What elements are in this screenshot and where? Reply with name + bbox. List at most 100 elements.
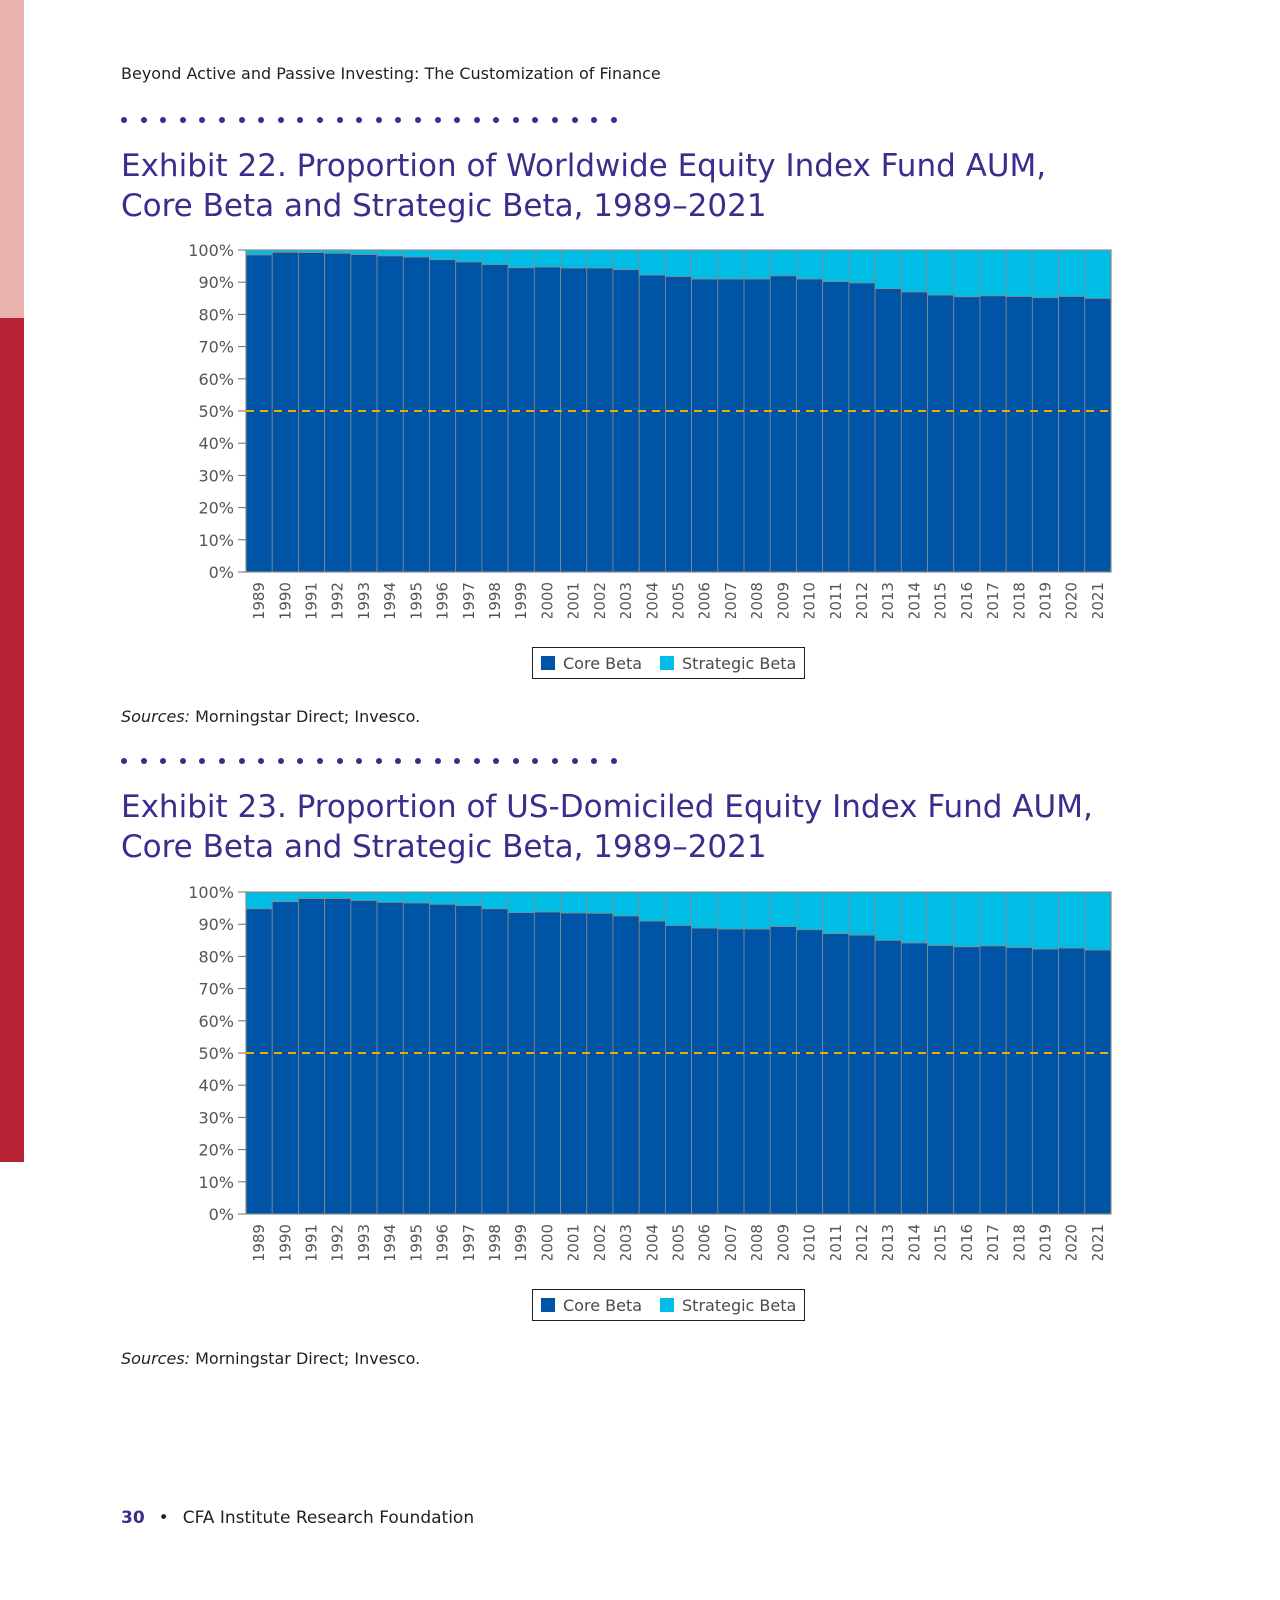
x-tick-label: 2003 xyxy=(617,1224,635,1260)
divider-dot xyxy=(316,117,323,123)
x-tick-label: 1995 xyxy=(407,582,425,618)
bar-core-beta xyxy=(612,269,640,573)
bar-strategic-beta xyxy=(455,249,483,263)
x-tick-label: 2008 xyxy=(748,582,766,618)
sidebar-accent-middle xyxy=(0,318,24,1162)
divider-dot xyxy=(552,758,559,764)
divider-dot xyxy=(277,758,284,764)
y-tick-label: 50% xyxy=(198,402,234,421)
bar-core-beta xyxy=(271,251,299,573)
bar-core-beta xyxy=(717,928,745,1215)
x-tick-label: 2006 xyxy=(696,582,714,618)
bar-core-beta xyxy=(507,267,535,573)
bar-core-beta xyxy=(402,902,430,1215)
x-tick-label: 2004 xyxy=(643,1224,661,1260)
page-footer: 30 • CFA Institute Research Foundation xyxy=(121,1508,474,1528)
bar-strategic-beta xyxy=(586,249,614,269)
bar-core-beta xyxy=(586,267,614,573)
bar-strategic-beta xyxy=(743,249,771,280)
y-tick-label: 10% xyxy=(198,531,234,550)
divider-dot xyxy=(375,758,382,764)
divider-dot xyxy=(179,117,186,123)
bar-strategic-beta xyxy=(822,891,850,934)
x-tick-label: 2014 xyxy=(905,1224,923,1260)
bar-strategic-beta xyxy=(455,891,483,906)
x-tick-label: 2017 xyxy=(984,1224,1002,1260)
bar-strategic-beta xyxy=(874,891,902,941)
divider-dot xyxy=(218,117,225,123)
x-tick-label: 2001 xyxy=(565,1224,583,1260)
bar-core-beta xyxy=(848,282,876,573)
divider-dot xyxy=(121,117,127,123)
bar-core-beta xyxy=(324,252,352,573)
bar-strategic-beta xyxy=(429,249,457,261)
divider-dot xyxy=(552,117,559,123)
x-tick-label: 2010 xyxy=(801,1224,819,1260)
y-tick-label: 80% xyxy=(198,947,234,966)
bar-core-beta xyxy=(822,933,850,1215)
bar-strategic-beta xyxy=(1084,249,1112,299)
chart-svg: 0% 10% 20% 30% 40% 50% 60% 70% 80% 90% 100% 1989 199… xyxy=(188,883,1112,1260)
x-tick-label: 1997 xyxy=(460,582,478,618)
bar-core-beta xyxy=(874,288,902,573)
legend-label-strategic-beta: Strategic Beta xyxy=(682,653,797,673)
x-tick-label: 1991 xyxy=(303,1224,321,1260)
x-tick-label: 2011 xyxy=(827,582,845,618)
bar-core-beta xyxy=(796,929,824,1215)
bar-strategic-beta xyxy=(953,891,981,948)
bar-strategic-beta xyxy=(979,249,1007,297)
x-tick-label: 1995 xyxy=(407,1224,425,1260)
y-tick-label: 60% xyxy=(198,370,234,389)
x-tick-label: 2008 xyxy=(748,1224,766,1260)
exhibit-23-chart: 0% 10% 20% 30% 40% 50% 60% 70% 80% 90% 100% 1989 199… xyxy=(160,880,1120,1260)
x-tick-label: 2014 xyxy=(905,582,923,618)
x-tick-label: 2006 xyxy=(696,1224,714,1260)
x-tick-label: 1990 xyxy=(276,582,294,618)
bar-core-beta xyxy=(560,267,588,573)
x-tick-label: 2002 xyxy=(591,582,609,618)
bar-strategic-beta xyxy=(796,249,824,280)
divider-dot xyxy=(512,758,519,764)
bar-core-beta xyxy=(1058,947,1086,1215)
x-tick-label: 1992 xyxy=(329,1224,347,1260)
bar-core-beta xyxy=(953,946,981,1215)
legend-label-strategic-beta: Strategic Beta xyxy=(682,1295,797,1315)
bar-strategic-beta xyxy=(507,891,535,914)
divider-dot xyxy=(532,117,539,123)
bar-core-beta xyxy=(612,915,640,1215)
bar-strategic-beta xyxy=(848,891,876,936)
divider-dot xyxy=(395,117,402,123)
x-tick-label: 2021 xyxy=(1089,582,1107,618)
legend-item-core-beta: Core Beta xyxy=(541,1296,642,1315)
bar-strategic-beta xyxy=(743,891,771,930)
y-tick-label: 30% xyxy=(198,466,234,485)
x-tick-label: 2020 xyxy=(1063,582,1081,618)
bar-core-beta xyxy=(350,254,378,573)
bar-strategic-beta xyxy=(848,249,876,284)
x-tick-label: 1997 xyxy=(460,1224,478,1260)
bar-core-beta xyxy=(429,259,457,573)
exhibit-22-title: Exhibit 22. Proportion of Worldwide Equi… xyxy=(121,146,1121,226)
x-tick-label: 2004 xyxy=(643,582,661,618)
y-tick-label: 70% xyxy=(198,338,234,357)
x-tick-label: 2010 xyxy=(801,582,819,618)
bar-core-beta xyxy=(1084,297,1112,573)
divider-dot xyxy=(277,117,284,123)
bar-core-beta xyxy=(927,945,955,1215)
bar-strategic-beta xyxy=(1005,891,1033,948)
exhibit-23-title: Exhibit 23. Proportion of US-Domiciled E… xyxy=(121,787,1121,867)
bar-strategic-beta xyxy=(769,249,797,277)
dotted-divider xyxy=(121,117,617,127)
bar-strategic-beta xyxy=(691,249,719,280)
chart-svg: 0% 10% 20% 30% 40% 50% 60% 70% 80% 90% 100% 1989 199… xyxy=(188,241,1112,618)
bar-strategic-beta xyxy=(979,891,1007,947)
x-tick-label: 2019 xyxy=(1036,1224,1054,1260)
source-text: Morningstar Direct; Invesco. xyxy=(190,707,421,726)
bar-strategic-beta xyxy=(507,249,535,269)
source-label: Sources: xyxy=(121,1349,191,1368)
divider-dot xyxy=(493,117,500,123)
bar-strategic-beta xyxy=(1031,249,1059,299)
bar-core-beta xyxy=(245,254,273,573)
divider-dot xyxy=(454,117,461,123)
x-tick-label: 1990 xyxy=(276,1224,294,1260)
